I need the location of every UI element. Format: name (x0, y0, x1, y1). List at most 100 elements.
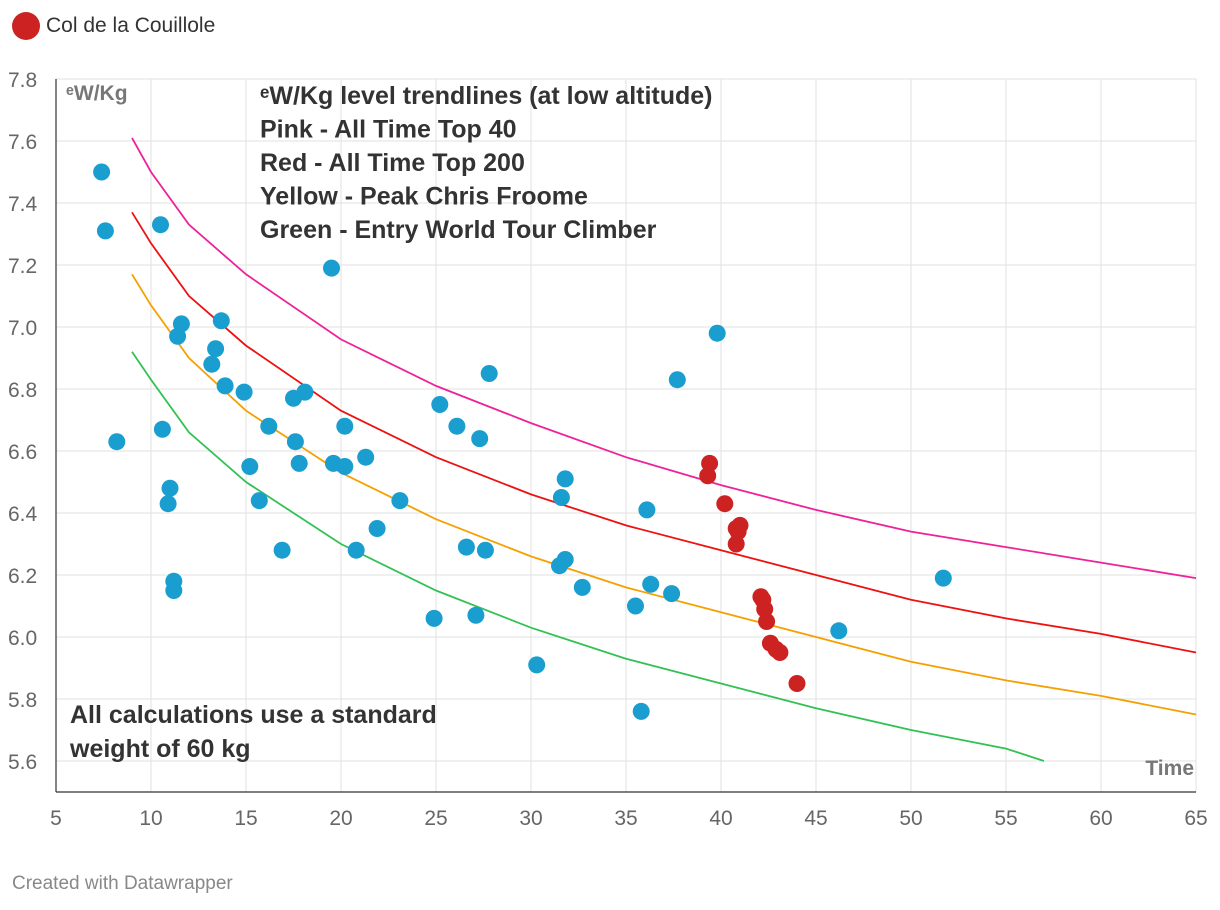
climb-point[interactable] (336, 417, 354, 435)
couillole-point[interactable] (771, 644, 789, 661)
trendline-note-line: Green - Entry World Tour Climber (260, 216, 657, 244)
climb-point[interactable] (323, 259, 340, 277)
couillole-point[interactable] (727, 535, 745, 553)
climb-point[interactable] (425, 609, 443, 627)
legend-dot-icon (12, 12, 40, 40)
climb-point[interactable] (476, 541, 494, 559)
climb-point[interactable] (260, 417, 278, 435)
climb-point[interactable] (708, 324, 726, 342)
climb-point[interactable] (457, 538, 475, 556)
y-tick-label: 7.8 (8, 69, 37, 92)
trendline-pink (131, 137, 1197, 579)
trendline-note-line: Red - All Time Top 200 (260, 149, 525, 177)
legend: Col de la Couillole (12, 12, 215, 40)
climb-point[interactable] (290, 454, 308, 472)
climb-point[interactable] (627, 597, 644, 615)
weight-note-line: All calculations use a standard (70, 701, 437, 729)
y-tick-label: 6.0 (8, 627, 37, 650)
climb-point[interactable] (93, 163, 111, 181)
trendline-green (131, 351, 1045, 762)
x-tick-label: 25 (424, 807, 447, 830)
data-points (93, 163, 952, 720)
climb-point[interactable] (108, 433, 126, 451)
x-tick-label: 55 (994, 807, 1017, 830)
x-tick-label: 35 (614, 807, 637, 830)
trendline-note-line: Yellow - Peak Chris Froome (260, 183, 588, 211)
trendline-note-line: ᵉW/Kg level trendlines (at low altitude) (260, 82, 713, 110)
climb-point[interactable] (347, 541, 365, 559)
climb-point[interactable] (556, 470, 574, 488)
trendline-red (131, 211, 1197, 654)
climb-point[interactable] (273, 541, 291, 559)
climb-point[interactable] (471, 430, 489, 448)
x-tick-label: 40 (709, 807, 732, 830)
climb-point[interactable] (241, 458, 259, 475)
weight-note-line: weight of 60 kg (69, 735, 251, 763)
grid (55, 78, 1197, 793)
footer-credit: Created with Datawrapper (12, 873, 233, 894)
climb-point[interactable] (207, 340, 225, 358)
climb-point[interactable] (663, 585, 681, 603)
y-tick-label: 7.6 (8, 131, 37, 154)
trendline-yellow (131, 273, 1197, 716)
annotations: ᵉW/Kg level trendlines (at low altitude)… (69, 82, 713, 763)
y-tick-label: 5.8 (8, 689, 37, 712)
climb-point[interactable] (431, 396, 449, 413)
climb-point[interactable] (467, 606, 485, 624)
legend-label: Col de la Couillole (46, 14, 216, 37)
tick-labels: 5 10 15 20 25 30 35 40 45 50 55 60 65 5.6 5.8 6.0 6.2 6.4… (8, 69, 1208, 830)
climb-point[interactable] (96, 222, 114, 240)
couillole-point[interactable] (699, 467, 717, 485)
climb-point[interactable] (212, 312, 230, 330)
climb-point[interactable] (336, 458, 354, 475)
climb-point[interactable] (203, 355, 221, 373)
climb-point[interactable] (152, 216, 169, 234)
climb-point[interactable] (528, 656, 546, 674)
y-tick-label: 6.6 (8, 441, 37, 464)
climb-point[interactable] (286, 433, 304, 451)
x-axis-title: Time (1145, 757, 1194, 780)
climb-point[interactable] (169, 327, 187, 345)
trendlines (131, 137, 1197, 762)
climb-point[interactable] (368, 520, 386, 537)
climb-point[interactable] (250, 492, 268, 510)
climb-point[interactable] (573, 578, 591, 596)
x-tick-label: 20 (329, 807, 352, 830)
couillole-point[interactable] (716, 495, 734, 513)
climb-point[interactable] (632, 702, 650, 720)
climb-point[interactable] (642, 575, 660, 593)
climb-point[interactable] (934, 569, 952, 587)
couillole-point[interactable] (758, 613, 776, 630)
y-tick-label: 6.2 (8, 565, 37, 588)
climb-point[interactable] (668, 371, 686, 389)
x-tick-label: 5 (50, 807, 62, 830)
climb-point[interactable] (235, 383, 253, 401)
y-tick-label: 7.0 (8, 317, 37, 340)
climb-point[interactable] (357, 448, 375, 466)
climb-point[interactable] (296, 383, 314, 401)
climb-point[interactable] (638, 501, 656, 519)
y-tick-label: 7.2 (8, 255, 37, 278)
climb-point[interactable] (830, 622, 848, 640)
climb-point[interactable] (391, 492, 409, 510)
x-tick-label: 10 (139, 807, 162, 830)
y-tick-label: 7.4 (8, 193, 38, 216)
climb-point[interactable] (153, 420, 171, 438)
climb-point[interactable] (552, 489, 570, 506)
y-tick-label: 5.6 (8, 751, 37, 774)
climb-point[interactable] (556, 551, 574, 568)
climb-point[interactable] (161, 479, 179, 497)
x-tick-label: 60 (1089, 807, 1112, 830)
couillole-point[interactable] (788, 675, 806, 692)
climb-point[interactable] (216, 377, 234, 395)
x-tick-label: 45 (804, 807, 827, 830)
y-tick-label: 6.4 (8, 503, 38, 526)
climb-point[interactable] (448, 417, 466, 435)
climb-point[interactable] (165, 582, 183, 599)
trendline-note-line: Pink - All Time Top 40 (260, 116, 517, 144)
x-tick-label: 30 (519, 807, 542, 830)
climb-point[interactable] (159, 495, 177, 513)
y-axis-title: ᵉW/Kg (66, 82, 128, 105)
climb-point[interactable] (480, 365, 498, 382)
